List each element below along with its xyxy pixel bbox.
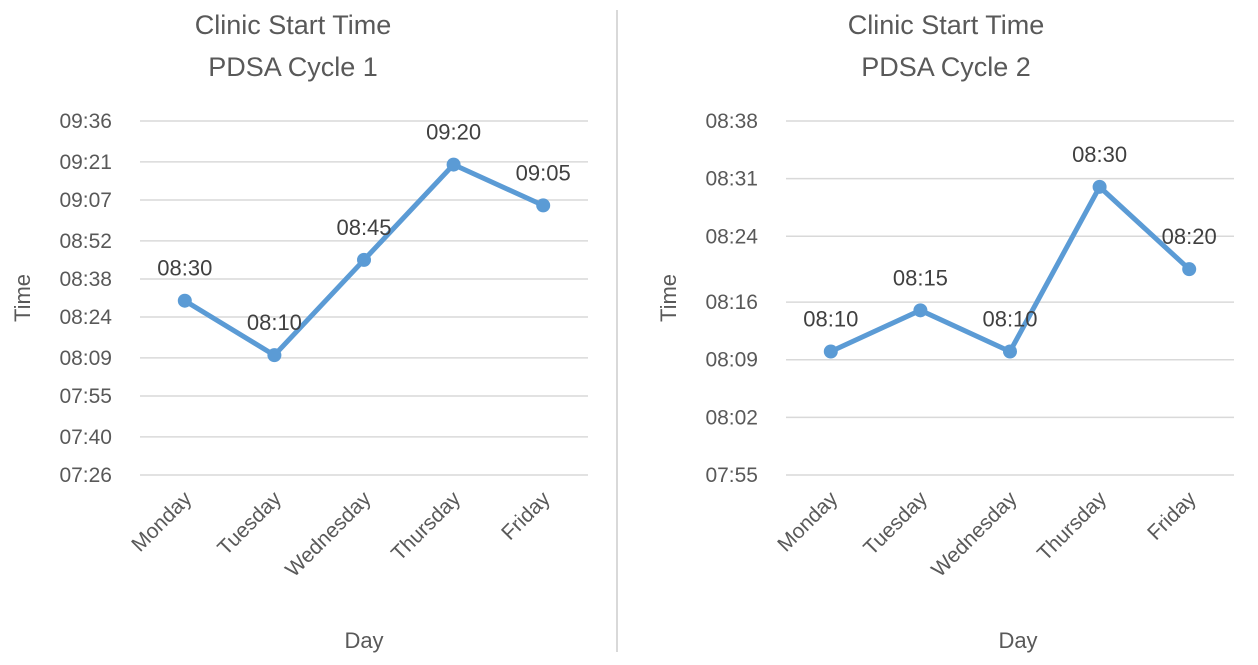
chart2-data-point xyxy=(1003,344,1017,359)
chart1-data-point xyxy=(267,348,282,363)
chart1-data-point xyxy=(446,157,461,172)
chart2-data-label: 08:20 xyxy=(1162,224,1217,249)
chart2-x-tick-label: Friday xyxy=(1143,487,1201,545)
chart2-data-label: 08:30 xyxy=(1072,142,1127,167)
chart2-y-tick-label: 07:55 xyxy=(705,464,758,487)
chart1-x-tick-label: Wednesday xyxy=(281,487,376,582)
chart1-data-label: 09:05 xyxy=(516,160,571,185)
chart1-subtitle: PDSA Cycle 1 xyxy=(208,52,378,82)
chart1-x-tick-label: Tuesday xyxy=(213,487,286,560)
chart2-title: Clinic Start Time xyxy=(848,10,1045,40)
chart1-x-tick-label: Friday xyxy=(497,487,555,545)
chart1-y-tick-label: 07:26 xyxy=(59,464,112,487)
chart1-y-tick-label: 09:21 xyxy=(59,151,112,174)
chart1-y-tick-label: 08:38 xyxy=(59,268,112,291)
chart2-x-tick-label: Thursday xyxy=(1033,487,1112,566)
chart1-y-tick-label: 08:52 xyxy=(59,230,112,253)
chart2-y-tick-label: 08:38 xyxy=(705,110,758,133)
chart2-y-tick-label: 08:02 xyxy=(705,406,758,429)
chart1-x-axis-label: Day xyxy=(344,628,383,653)
chart2-data-label: 08:10 xyxy=(982,307,1037,332)
chart2-data-point xyxy=(1092,179,1107,194)
chart1-y-axis-label: Time xyxy=(10,274,35,322)
chart2-y-tick-label: 08:09 xyxy=(705,349,758,372)
chart1-data-point xyxy=(536,198,551,213)
chart1-y-tick-label: 07:40 xyxy=(59,426,112,449)
chart2-x-tick-label: Tuesday xyxy=(859,487,932,560)
chart2-data-point xyxy=(823,344,838,359)
chart1-data-point xyxy=(357,252,371,267)
chart1-data-label: 08:10 xyxy=(247,310,302,335)
chart1-data-label: 08:45 xyxy=(336,215,391,240)
chart1-x-tick-label: Monday xyxy=(127,487,196,556)
chart2-y-tick-label: 08:31 xyxy=(705,168,758,191)
chart1-y-tick-label: 09:36 xyxy=(59,110,112,133)
chart2-y-tick-label: 08:16 xyxy=(705,291,758,314)
chart2-data-point xyxy=(1182,262,1197,277)
chart2-data-label: 08:10 xyxy=(803,307,858,332)
chart2-y-axis-label: Time xyxy=(656,274,681,322)
chart2-data-label: 08:15 xyxy=(893,265,948,290)
chart1-y-tick-label: 08:09 xyxy=(59,347,112,370)
chart1-data-point xyxy=(177,293,192,308)
chart2-subtitle: PDSA Cycle 2 xyxy=(861,52,1031,82)
chart2-x-tick-label: Wednesday xyxy=(927,487,1022,582)
chart1-title: Clinic Start Time xyxy=(195,10,392,40)
chart2-x-tick-label: Monday xyxy=(773,487,842,556)
chart1-y-tick-label: 08:24 xyxy=(59,306,112,329)
chart2-y-tick-label: 08:24 xyxy=(705,225,758,248)
chart1-data-label: 09:20 xyxy=(426,120,481,145)
chart1-y-tick-label: 09:07 xyxy=(59,189,112,212)
chart1-y-tick-label: 07:55 xyxy=(59,385,112,408)
chart2-x-axis-label: Day xyxy=(998,628,1037,653)
chart1-data-label: 08:30 xyxy=(157,256,212,281)
chart1-x-tick-label: Thursday xyxy=(387,487,466,566)
chart2-data-point xyxy=(913,303,928,318)
